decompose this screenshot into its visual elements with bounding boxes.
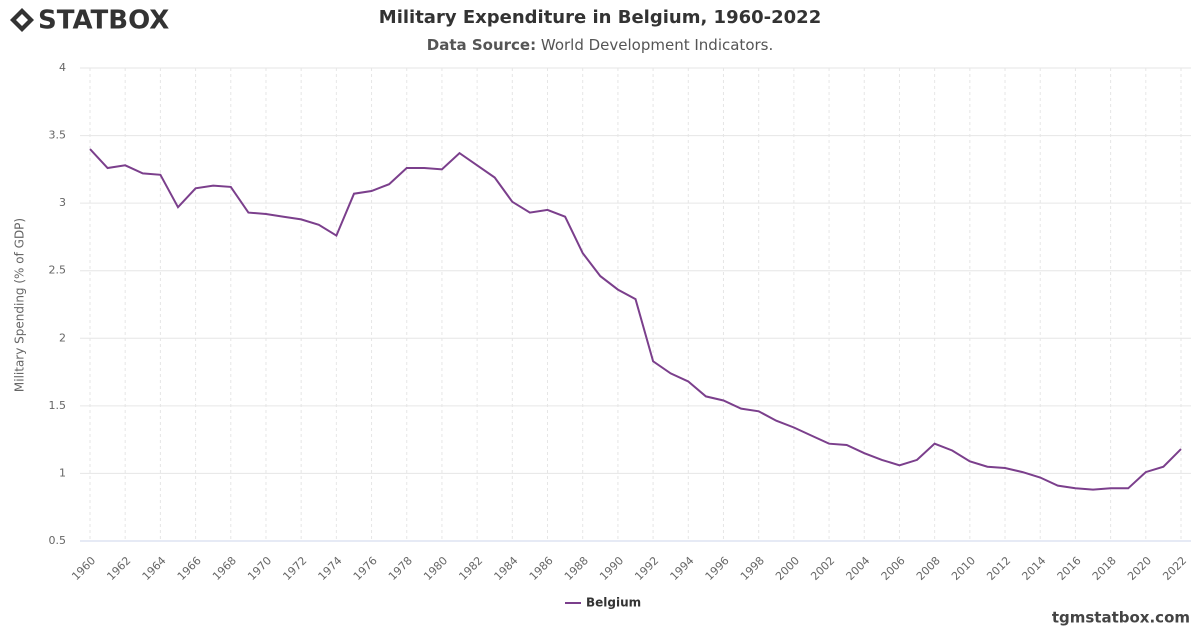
x-tick-label: 2004 — [844, 554, 873, 583]
x-tick-label: 2022 — [1160, 554, 1189, 583]
x-tick-label: 1992 — [632, 554, 661, 583]
x-tick-label: 1966 — [175, 554, 204, 583]
y-tick-label: 4 — [59, 61, 66, 74]
chart-subtitle: Data Source: World Development Indicator… — [427, 36, 774, 54]
x-tick-label: 2006 — [879, 554, 908, 583]
x-tick-label: 2010 — [949, 554, 978, 583]
y-tick-label: 1 — [59, 466, 66, 479]
x-tick-label: 1986 — [527, 554, 556, 583]
x-tick-label: 1984 — [492, 554, 521, 583]
y-tick-label: 1.5 — [49, 399, 67, 412]
footer: tgmstatbox.com — [1052, 609, 1190, 627]
logo: STATBOX — [10, 6, 169, 36]
x-tick-label: 1996 — [703, 554, 732, 583]
x-tick-label: 1964 — [140, 554, 169, 583]
x-tick-label: 1976 — [351, 554, 380, 583]
x-tick-label: 1962 — [104, 554, 133, 583]
x-tick-label: 1978 — [386, 554, 415, 583]
x-tick-label: 1974 — [316, 554, 345, 583]
x-tick-label: 2000 — [773, 554, 802, 583]
logo-text: STATBOX — [38, 6, 169, 36]
legend: Belgium — [565, 596, 641, 610]
y-tick-label: 3 — [59, 196, 66, 209]
subtitle-label: Data Source: — [427, 36, 536, 54]
y-axis-label: Military Spending (% of GDP) — [13, 218, 27, 392]
line — [89, 148, 1182, 491]
x-tick-label: 2008 — [914, 554, 943, 583]
chart-title: Military Expenditure in Belgium, 1960-20… — [379, 7, 821, 28]
x-tick-label: 2014 — [1019, 554, 1048, 583]
x-tick-label: 2002 — [808, 554, 837, 583]
legend-label: Belgium — [586, 596, 641, 610]
x-tick-label: 2020 — [1125, 554, 1154, 583]
y-tick-label: 2.5 — [49, 264, 67, 277]
x-tick-label: 1998 — [738, 554, 767, 583]
x-tick-label: 1994 — [668, 554, 697, 583]
x-tick-label: 1982 — [456, 554, 485, 583]
x-tick-label: 1980 — [421, 554, 450, 583]
x-tick-label: 1970 — [245, 554, 274, 583]
x-tick-label: 2018 — [1090, 554, 1119, 583]
x-tick-label: 1968 — [210, 554, 239, 583]
logo-icon-inner — [16, 14, 28, 26]
y-tick-label: 0.5 — [49, 534, 67, 547]
subtitle-source: World Development Indicators. — [541, 36, 773, 54]
x-tick-label: 1960 — [69, 554, 98, 583]
y-tick-label: 2 — [59, 331, 66, 344]
y-tick-label: 3.5 — [49, 129, 67, 142]
x-tick-label: 1990 — [597, 554, 626, 583]
x-tick-label: 2016 — [1055, 554, 1084, 583]
x-tick-label: 1972 — [280, 554, 309, 583]
x-tick-label: 1988 — [562, 554, 591, 583]
x-tick-label: 2012 — [984, 554, 1013, 583]
